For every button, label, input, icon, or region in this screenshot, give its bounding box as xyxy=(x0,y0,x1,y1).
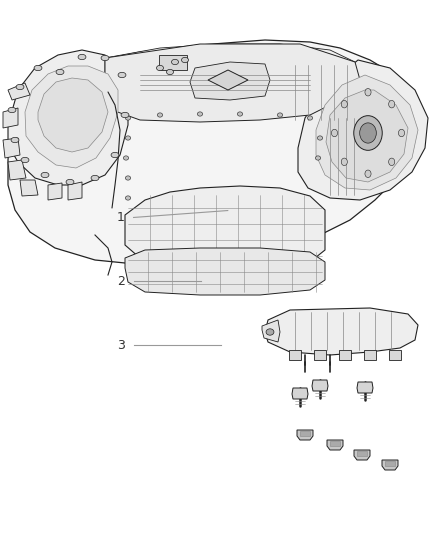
Text: 3: 3 xyxy=(117,339,125,352)
Ellipse shape xyxy=(41,172,49,177)
Polygon shape xyxy=(382,460,398,470)
Polygon shape xyxy=(8,50,128,185)
Polygon shape xyxy=(300,431,310,436)
Ellipse shape xyxy=(399,130,405,137)
Polygon shape xyxy=(105,44,355,72)
Ellipse shape xyxy=(11,138,19,143)
Ellipse shape xyxy=(365,88,371,96)
Polygon shape xyxy=(357,451,367,456)
Polygon shape xyxy=(289,350,301,360)
Ellipse shape xyxy=(34,66,42,71)
Ellipse shape xyxy=(332,130,338,137)
Polygon shape xyxy=(327,440,343,450)
Ellipse shape xyxy=(101,55,109,61)
Polygon shape xyxy=(8,40,425,265)
Ellipse shape xyxy=(341,100,347,108)
Ellipse shape xyxy=(66,179,74,184)
Text: 2: 2 xyxy=(117,275,125,288)
Polygon shape xyxy=(357,382,373,393)
Polygon shape xyxy=(48,183,62,200)
Polygon shape xyxy=(389,350,401,360)
Ellipse shape xyxy=(125,196,131,200)
Polygon shape xyxy=(339,350,351,360)
Polygon shape xyxy=(125,186,325,272)
Ellipse shape xyxy=(307,116,313,120)
Polygon shape xyxy=(326,90,408,182)
Polygon shape xyxy=(3,138,20,158)
Polygon shape xyxy=(298,60,428,200)
Ellipse shape xyxy=(111,152,119,158)
Ellipse shape xyxy=(237,112,243,116)
Polygon shape xyxy=(265,308,418,355)
Ellipse shape xyxy=(166,69,173,75)
Ellipse shape xyxy=(157,113,162,117)
Polygon shape xyxy=(105,44,360,122)
Polygon shape xyxy=(190,62,270,100)
Ellipse shape xyxy=(277,113,283,117)
Polygon shape xyxy=(354,450,370,460)
Ellipse shape xyxy=(266,329,274,335)
Ellipse shape xyxy=(389,100,395,108)
Ellipse shape xyxy=(172,59,179,64)
Polygon shape xyxy=(364,350,376,360)
Ellipse shape xyxy=(56,69,64,75)
Polygon shape xyxy=(262,320,280,342)
Ellipse shape xyxy=(315,156,321,160)
Text: 1: 1 xyxy=(117,211,125,224)
Ellipse shape xyxy=(198,112,203,116)
Polygon shape xyxy=(385,461,395,466)
Ellipse shape xyxy=(125,176,131,180)
Ellipse shape xyxy=(124,156,129,160)
Polygon shape xyxy=(312,380,328,391)
Polygon shape xyxy=(330,441,340,446)
Ellipse shape xyxy=(21,157,29,163)
FancyBboxPatch shape xyxy=(159,55,187,70)
Ellipse shape xyxy=(389,158,395,166)
Polygon shape xyxy=(8,83,30,100)
Polygon shape xyxy=(3,108,18,128)
Ellipse shape xyxy=(181,58,188,63)
Polygon shape xyxy=(8,160,26,180)
Ellipse shape xyxy=(8,107,16,112)
Polygon shape xyxy=(68,182,82,200)
Polygon shape xyxy=(20,180,38,196)
Ellipse shape xyxy=(125,116,131,120)
Ellipse shape xyxy=(354,116,382,150)
Ellipse shape xyxy=(360,123,376,143)
Ellipse shape xyxy=(118,72,126,78)
Polygon shape xyxy=(125,248,325,295)
Polygon shape xyxy=(38,78,108,152)
Ellipse shape xyxy=(16,84,24,90)
Polygon shape xyxy=(208,70,248,90)
Ellipse shape xyxy=(78,54,86,60)
Ellipse shape xyxy=(341,158,347,166)
Ellipse shape xyxy=(365,170,371,177)
Ellipse shape xyxy=(121,112,129,118)
Ellipse shape xyxy=(156,66,163,71)
Ellipse shape xyxy=(318,136,323,140)
Ellipse shape xyxy=(125,136,131,140)
Polygon shape xyxy=(297,430,313,440)
Polygon shape xyxy=(292,388,308,399)
Polygon shape xyxy=(314,350,326,360)
Polygon shape xyxy=(25,66,118,168)
Ellipse shape xyxy=(91,175,99,181)
Polygon shape xyxy=(316,75,418,190)
